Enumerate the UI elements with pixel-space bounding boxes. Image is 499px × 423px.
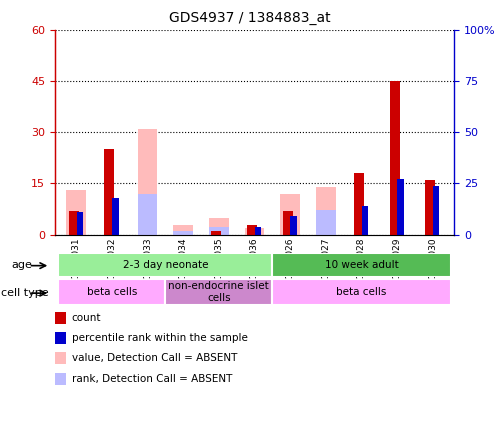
Text: non-endocrine islet
cells: non-endocrine islet cells <box>169 281 269 303</box>
Text: GDS4937 / 1384883_at: GDS4937 / 1384883_at <box>169 11 330 25</box>
Bar <box>245 228 264 235</box>
Bar <box>316 210 335 235</box>
Bar <box>212 231 222 235</box>
Bar <box>174 225 193 235</box>
Text: beta cells: beta cells <box>336 287 387 297</box>
Bar <box>316 187 335 235</box>
Bar <box>209 218 229 235</box>
Bar <box>255 227 261 235</box>
Text: percentile rank within the sample: percentile rank within the sample <box>72 333 248 343</box>
Bar <box>397 179 404 235</box>
Bar <box>58 253 272 277</box>
Bar <box>247 225 257 235</box>
Text: age: age <box>11 260 32 270</box>
Bar <box>362 206 368 235</box>
Bar <box>354 173 364 235</box>
Bar <box>66 190 86 235</box>
Bar <box>280 194 300 235</box>
Text: 2-3 day neonate: 2-3 day neonate <box>123 260 208 270</box>
Bar <box>77 212 83 235</box>
Bar <box>58 279 165 305</box>
Bar <box>209 227 229 235</box>
Bar <box>138 194 157 235</box>
Bar <box>272 279 451 305</box>
Bar <box>282 211 292 235</box>
Text: 10 week adult: 10 week adult <box>324 260 398 270</box>
Bar <box>138 129 157 235</box>
Bar <box>165 279 272 305</box>
Bar <box>425 180 435 235</box>
Bar <box>174 231 193 235</box>
Bar <box>272 253 451 277</box>
Text: count: count <box>72 313 101 323</box>
Bar <box>390 81 400 235</box>
Bar <box>69 211 79 235</box>
Bar <box>104 149 114 235</box>
Bar <box>290 216 297 235</box>
Bar <box>433 186 440 235</box>
Bar <box>112 198 119 235</box>
Text: rank, Detection Call = ABSENT: rank, Detection Call = ABSENT <box>72 374 232 384</box>
Text: value, Detection Call = ABSENT: value, Detection Call = ABSENT <box>72 353 237 363</box>
Text: beta cells: beta cells <box>87 287 137 297</box>
Text: cell type: cell type <box>1 288 48 298</box>
